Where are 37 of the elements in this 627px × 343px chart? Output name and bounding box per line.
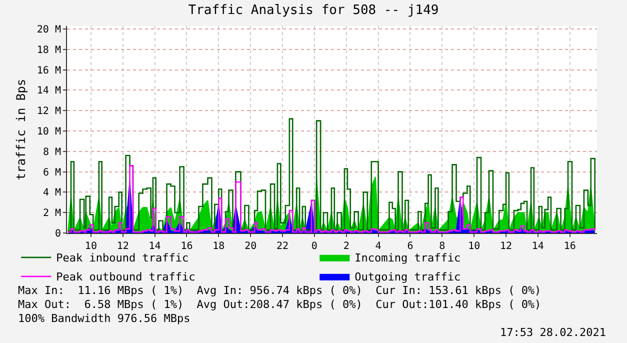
- x-tick-label: 20: [244, 241, 257, 252]
- text: 17:53 28.02.2021: [500, 326, 606, 339]
- y-tick-label: 8 M: [42, 146, 61, 158]
- y-tick-label: 0: [54, 228, 61, 240]
- x-tick-label: 10: [84, 241, 97, 252]
- x-tick-label: 16: [180, 241, 193, 252]
- legend-label: Outgoing traffic: [354, 270, 461, 284]
- y-tick-label: 2 M: [42, 208, 61, 220]
- y-axis-title: traffic in Bps: [14, 78, 28, 180]
- x-tick-label: 10: [468, 241, 480, 252]
- x-tick-label: 12: [116, 241, 129, 252]
- legend-label: Incoming traffic: [354, 252, 461, 265]
- x-tick-label: 22: [276, 241, 289, 252]
- chart-title: Traffic Analysis for 508 -- j149: [188, 3, 439, 18]
- y-tick-label: 10 M: [36, 126, 61, 138]
- x-tick-label: 14: [148, 241, 161, 252]
- y-tick-label: 20 M: [36, 24, 61, 36]
- x-tick-label: 18: [212, 241, 225, 252]
- x-tick-label: 6: [407, 241, 414, 252]
- x-tick-label: 4: [375, 241, 382, 252]
- y-tick-label: 4 M: [42, 188, 61, 199]
- x-tick-label: 2: [343, 241, 350, 252]
- legend-label: Peak inbound traffic: [56, 252, 189, 265]
- y-tick-label: 14 M: [36, 86, 61, 97]
- text: Max Out: 6.58 MBps ( 1%) Avg Out:208.47 kBps ( 0%) Cur Out:101.40 kBps ( 0%): [18, 298, 542, 311]
- y-tick-label: 16 M: [36, 65, 61, 76]
- y-tick-label: 18 M: [36, 44, 61, 56]
- x-tick-label: 0: [311, 241, 318, 252]
- x-tick-label: 16: [564, 241, 576, 252]
- x-tick-label: 8: [439, 241, 446, 252]
- legend-label: Peak outbound traffic: [56, 270, 196, 284]
- y-tick-label: 6 M: [42, 167, 61, 178]
- text: Max In: 11.16 MBps ( 1%) Avg In: 956.74 kBps ( 0%) Cur In: 153.61 kBps ( 0%): [18, 284, 542, 297]
- x-tick-label: 14: [532, 241, 544, 252]
- y-tick-label: 12 M: [36, 106, 61, 118]
- x-tick-label: 12: [500, 241, 512, 252]
- text: 100% Bandwidth 976.56 MBps: [18, 312, 190, 325]
